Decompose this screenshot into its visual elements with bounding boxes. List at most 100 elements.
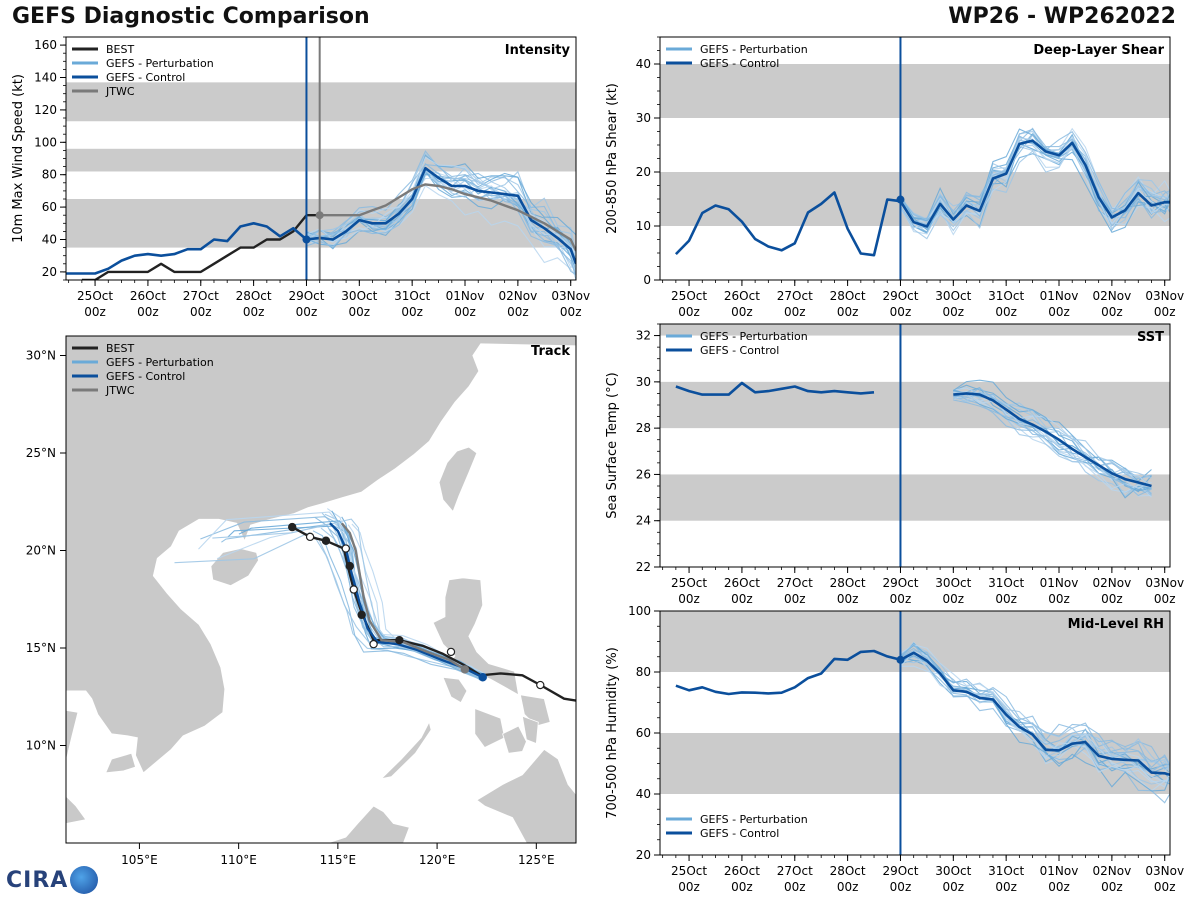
ensemble-member-line bbox=[306, 184, 576, 278]
x-tick-label: 29Oct bbox=[882, 864, 918, 878]
land-mindanao bbox=[476, 748, 576, 843]
land-cebu bbox=[502, 725, 527, 754]
land-malaya bbox=[66, 795, 87, 824]
logo-text: CIRA bbox=[6, 867, 69, 893]
x-tick-sublabel: 00z bbox=[454, 305, 476, 319]
x-tick-label: 30Oct bbox=[341, 289, 377, 303]
y-tick-label: 40 bbox=[636, 57, 651, 71]
y-tick-label: 24 bbox=[636, 514, 651, 528]
panel-title: Track bbox=[531, 344, 570, 359]
y-tick-label: 40 bbox=[636, 787, 651, 801]
panel-title: Mid-Level RH bbox=[1068, 617, 1164, 632]
x-tick-sublabel: 00z bbox=[943, 880, 965, 894]
x-tick-sublabel: 00z bbox=[890, 880, 912, 894]
y-tick-label: 28 bbox=[636, 421, 651, 435]
x-tick-sublabel: 00z bbox=[731, 305, 753, 319]
y-tick-label: 100 bbox=[628, 604, 651, 618]
legend-label: GEFS - Control bbox=[106, 71, 185, 84]
x-tick-label: 30Oct bbox=[935, 289, 971, 303]
legend-label: BEST bbox=[106, 342, 134, 355]
axes-frame bbox=[65, 335, 577, 844]
y-tick-label: 60 bbox=[42, 200, 57, 214]
x-tick-sublabel: 00z bbox=[1048, 880, 1070, 894]
x-tick-label: 25Oct bbox=[671, 289, 707, 303]
x-tick-label: 125°E bbox=[518, 853, 555, 867]
x-tick-label: 26Oct bbox=[724, 864, 760, 878]
shade-band bbox=[660, 64, 1170, 118]
x-tick-label: 31Oct bbox=[394, 289, 430, 303]
land-hainan bbox=[210, 548, 259, 587]
x-tick-label: 26Oct bbox=[724, 289, 760, 303]
x-tick-label: 25Oct bbox=[671, 576, 707, 590]
track-position-marker bbox=[446, 647, 456, 657]
x-tick-sublabel: 00z bbox=[890, 592, 912, 606]
x-tick-sublabel: 00z bbox=[401, 305, 423, 319]
x-tick-label: 02Nov bbox=[1093, 289, 1132, 303]
x-tick-label: 03Nov bbox=[1145, 576, 1184, 590]
track-line-best bbox=[291, 526, 576, 702]
x-tick-sublabel: 00z bbox=[349, 305, 371, 319]
track-position-marker bbox=[395, 636, 404, 645]
x-tick-label: 31Oct bbox=[988, 576, 1024, 590]
x-tick-sublabel: 00z bbox=[1048, 305, 1070, 319]
x-tick-sublabel: 00z bbox=[1154, 880, 1176, 894]
x-tick-sublabel: 00z bbox=[1101, 305, 1123, 319]
y-tick-label: 20 bbox=[636, 848, 651, 862]
x-tick-label: 28Oct bbox=[830, 289, 866, 303]
y-tick-label: 120 bbox=[34, 103, 57, 117]
ensemble-member-line bbox=[952, 379, 1152, 499]
ensemble-member-line bbox=[900, 128, 1170, 221]
y-tick-label: 80 bbox=[636, 665, 651, 679]
ensemble-member-line bbox=[306, 154, 576, 253]
track-panel: 105°E 110°E 115°E 120°E 125°E 10°N 15°N 20°N 25°… bbox=[26, 335, 577, 867]
track-position-marker bbox=[341, 544, 351, 553]
x-tick-label: 26Oct bbox=[724, 576, 760, 590]
rh-panel: 20 40 60 80 100 700-500 hPa Humidity (%) 25Oct… bbox=[605, 604, 1184, 894]
x-tick-label: 01Nov bbox=[1040, 864, 1079, 878]
legend-label: GEFS - Perturbation bbox=[700, 330, 808, 343]
series-line-control bbox=[674, 139, 1170, 257]
y-tick-label: 140 bbox=[34, 71, 57, 85]
track-position-marker bbox=[345, 561, 354, 571]
y-tick-label: 26 bbox=[636, 467, 651, 481]
legend-label: BEST bbox=[106, 43, 134, 56]
x-tick-sublabel: 00z bbox=[784, 305, 806, 319]
track-position-marker bbox=[460, 665, 470, 674]
x-tick-label: 105°E bbox=[121, 853, 158, 867]
x-tick-label: 30Oct bbox=[935, 576, 971, 590]
x-tick-sublabel: 00z bbox=[678, 592, 700, 606]
x-tick-sublabel: 00z bbox=[678, 880, 700, 894]
x-tick-label: 25Oct bbox=[671, 864, 707, 878]
series-line-control bbox=[953, 392, 1152, 488]
x-tick-sublabel: 00z bbox=[1048, 592, 1070, 606]
series-line-best bbox=[81, 213, 320, 280]
y-tick-label: 20°N bbox=[26, 544, 56, 558]
series-line-control bbox=[675, 649, 1170, 777]
legend-label: JTWC bbox=[105, 384, 135, 397]
x-tick-sublabel: 00z bbox=[243, 305, 265, 319]
x-tick-label: 31Oct bbox=[988, 864, 1024, 878]
legend-label: GEFS - Control bbox=[700, 57, 779, 70]
x-tick-sublabel: 00z bbox=[1101, 592, 1123, 606]
y-tick-label: 30°N bbox=[26, 349, 56, 363]
y-axis-label: 10m Max Wind Speed (kt) bbox=[11, 74, 26, 243]
storm-id-title: WP26 - WP262022 bbox=[948, 4, 1176, 29]
x-tick-label: 27Oct bbox=[183, 289, 219, 303]
y-tick-label: 160 bbox=[34, 38, 57, 52]
y-tick-label: 32 bbox=[636, 329, 651, 343]
x-tick-label: 01Nov bbox=[446, 289, 485, 303]
x-tick-sublabel: 00z bbox=[137, 305, 159, 319]
track-line-jtwc bbox=[340, 522, 466, 671]
legend-label: GEFS - Perturbation bbox=[106, 356, 214, 369]
y-tick-label: 60 bbox=[636, 726, 651, 740]
x-tick-sublabel: 00z bbox=[943, 592, 965, 606]
shade-band bbox=[66, 82, 576, 122]
legend-label: GEFS - Perturbation bbox=[700, 813, 808, 826]
x-tick-sublabel: 00z bbox=[837, 305, 859, 319]
track-position-marker bbox=[349, 585, 358, 594]
y-tick-label: 30 bbox=[636, 111, 651, 125]
x-tick-label: 31Oct bbox=[988, 289, 1024, 303]
x-tick-sublabel: 00z bbox=[943, 305, 965, 319]
ensemble-track-line bbox=[312, 530, 479, 680]
x-tick-label: 03Nov bbox=[551, 289, 590, 303]
